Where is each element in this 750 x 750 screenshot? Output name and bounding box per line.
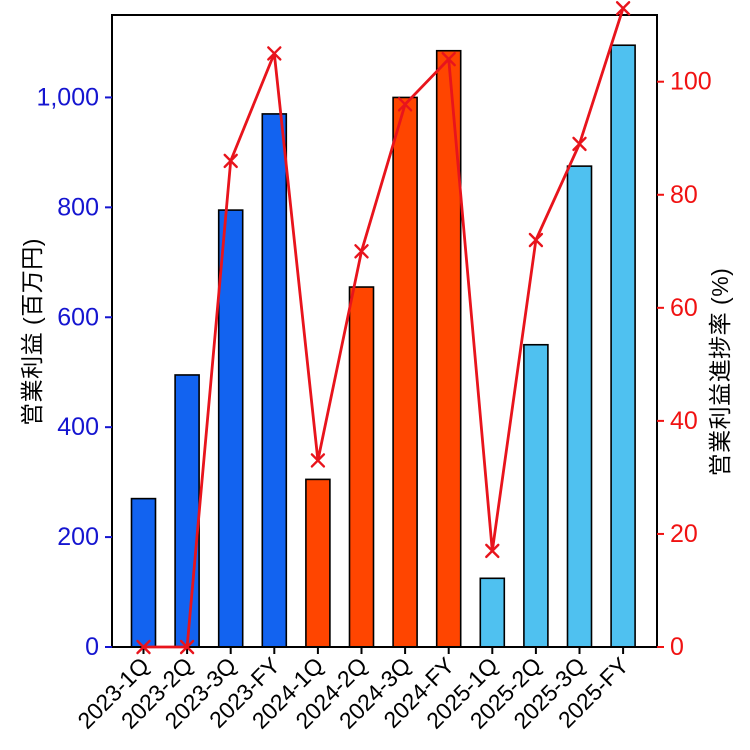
bar-2025-3Q — [566, 165, 593, 648]
right-axis-title: 営業利益進捗率 (%) — [707, 267, 733, 477]
bar-2025-2Q — [523, 343, 549, 648]
y-right-tick-label: 20 — [670, 520, 698, 548]
line-marker-2024-2Q — [354, 244, 369, 259]
line-marker-2025-2Q — [528, 232, 544, 248]
line-marker-2023-1Q — [136, 639, 151, 655]
bar-2023-1Q — [130, 497, 157, 648]
line-marker-2024-FY — [441, 51, 456, 67]
bar-2025-1Q — [479, 577, 506, 648]
progress-line — [143, 7, 625, 649]
line-marker-2025-3Q — [572, 136, 587, 152]
bar-2024-1Q — [305, 478, 331, 648]
axes-frame — [111, 14, 658, 648]
y-right-tick-label: 60 — [670, 294, 698, 322]
y-right-tick-label: 100 — [670, 68, 712, 96]
line-marker-2024-3Q — [397, 97, 413, 112]
y-left-tick-label: 800 — [57, 193, 99, 221]
y-left-tick-label: 0 — [85, 633, 99, 661]
y-right-tick-label: 0 — [670, 633, 684, 661]
y-left-tick-label: 200 — [57, 523, 99, 551]
line-marker-2025-FY — [615, 1, 631, 16]
bar-2023-3Q — [217, 209, 244, 648]
bar-2023-2Q — [174, 374, 200, 648]
bar-2024-3Q — [392, 96, 418, 648]
y-left-tick-label: 1,000 — [36, 83, 99, 111]
bar-2025-FY — [610, 44, 636, 648]
line-marker-2023-3Q — [223, 153, 238, 169]
line-marker-2023-2Q — [179, 639, 195, 655]
bar-2023-FY — [261, 113, 288, 648]
y-left-tick-label: 600 — [57, 303, 99, 331]
y-right-tick-label: 40 — [670, 407, 698, 435]
line-marker-2024-1Q — [310, 453, 326, 468]
line-marker-2023-FY — [267, 46, 282, 61]
bar-2024-2Q — [348, 286, 375, 648]
line-marker-2025-1Q — [485, 543, 500, 559]
y-left-tick-label: 400 — [57, 413, 99, 441]
left-axis-title: 営業利益 (百万円) — [19, 238, 45, 426]
y-right-tick-label: 80 — [670, 181, 698, 209]
